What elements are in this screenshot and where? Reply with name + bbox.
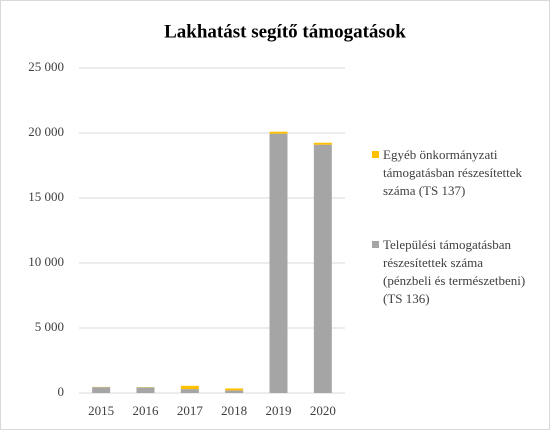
x-tick-label: 2016 <box>133 403 160 418</box>
y-tick-label: 15 000 <box>28 189 64 204</box>
x-tick-label: 2018 <box>221 403 247 418</box>
bar-segment <box>136 387 155 393</box>
x-tick-label: 2015 <box>88 403 114 418</box>
chart-title: Lakhatást segítő támogatások <box>164 21 406 42</box>
bar-segment <box>225 390 244 393</box>
x-tick-label: 2020 <box>310 403 336 418</box>
bar-segment <box>225 388 244 391</box>
legend-swatch <box>372 241 379 248</box>
bar-segment <box>180 385 199 390</box>
x-tick-label: 2017 <box>177 403 204 418</box>
legend-item: Települési támogatásban részesítettek sz… <box>372 236 532 308</box>
legend-item: Egyéb önkormányzati támogatásban részesí… <box>372 146 532 200</box>
y-tick-label: 0 <box>58 384 65 399</box>
bar-segment <box>269 131 288 134</box>
legend-label: Települési támogatásban részesítettek sz… <box>383 237 526 306</box>
bar-segment <box>313 142 332 145</box>
legend-label: Egyéb önkormányzati támogatásban részesí… <box>383 147 522 198</box>
y-tick-label: 5 000 <box>35 319 64 334</box>
x-tick-label: 2019 <box>266 403 292 418</box>
bar-segment <box>92 387 111 393</box>
y-tick-label: 25 000 <box>28 59 64 74</box>
y-tick-label: 10 000 <box>28 254 64 269</box>
legend-swatch <box>372 151 379 158</box>
bar-segment <box>313 144 332 393</box>
bar-segment <box>180 389 199 393</box>
y-tick-label: 20 000 <box>28 124 64 139</box>
bar-segment <box>269 133 288 393</box>
